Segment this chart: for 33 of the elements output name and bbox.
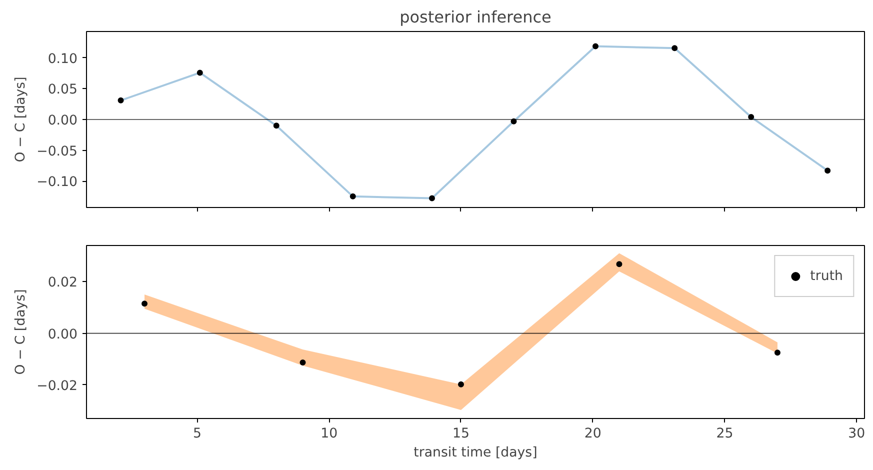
x-tick-label: 15	[452, 426, 470, 442]
y-axis-title: O − C [days]	[14, 76, 29, 162]
x-tick-label: 5	[193, 426, 202, 442]
y-tick-label: −0.02	[36, 378, 78, 394]
x-tick-label: 10	[320, 426, 338, 442]
point	[350, 193, 356, 200]
y-tick-label: 0.00	[48, 114, 78, 128]
y-tick-label: 0.02	[48, 276, 78, 291]
x-tick-label: 30	[848, 426, 866, 442]
point	[196, 70, 203, 76]
point	[616, 261, 622, 268]
point	[592, 43, 598, 50]
y-tick-label: −0.10	[36, 175, 78, 190]
point	[273, 122, 280, 129]
point	[748, 114, 754, 120]
point	[824, 168, 831, 174]
x-axis-title: transit time [days]	[414, 446, 538, 460]
y-tick-label: 0.10	[48, 52, 78, 67]
y-tick-label: 0.05	[48, 82, 78, 98]
point	[142, 300, 148, 307]
point	[458, 381, 464, 388]
y-tick-label: 0.00	[48, 327, 78, 342]
y-tick-label: −0.05	[36, 144, 78, 160]
point	[672, 45, 678, 52]
point	[118, 97, 124, 104]
point	[300, 359, 306, 366]
point	[774, 350, 780, 356]
x-tick-label: 25	[716, 426, 734, 442]
y-axis-title: O − C [days]	[14, 289, 29, 375]
chart-title: posterior inference	[400, 8, 552, 26]
point	[428, 195, 435, 202]
x-tick-label: 20	[584, 426, 602, 442]
legend-label: truth	[810, 268, 843, 284]
